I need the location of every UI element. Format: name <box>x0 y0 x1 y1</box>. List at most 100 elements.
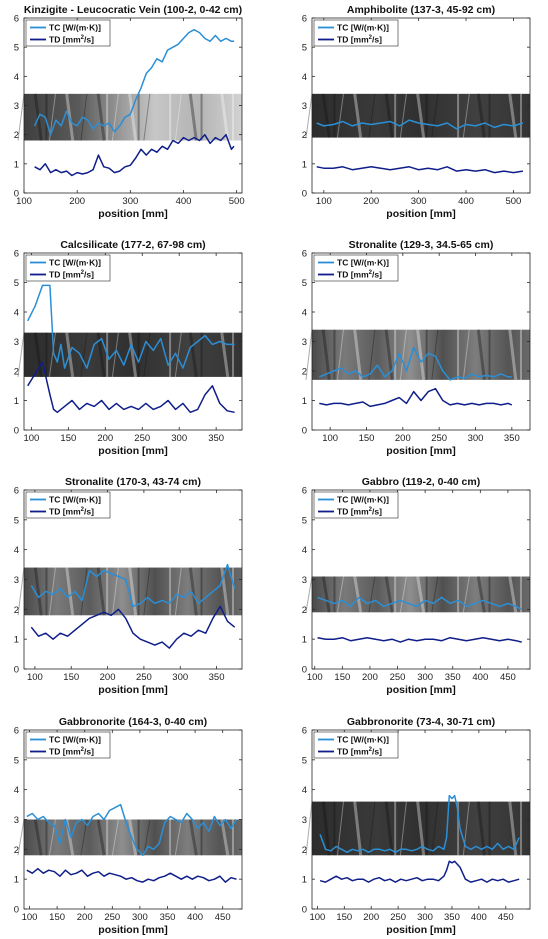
x-axis-label: position [mm] <box>98 208 167 220</box>
core-texture-streak <box>476 93 486 138</box>
tc-series-line <box>319 794 520 854</box>
x-tick-label: 250 <box>104 912 120 923</box>
core-texture-streak <box>128 332 138 378</box>
y-tick-label: 1 <box>302 875 307 886</box>
legend-td-text-end: /s] <box>372 35 382 45</box>
core-texture-streak <box>368 93 376 138</box>
legend-box <box>25 254 111 282</box>
x-tick-label: 400 <box>187 912 203 923</box>
y-tick-label: 4 <box>14 545 19 556</box>
td-series-line <box>34 133 235 177</box>
core-image-band <box>24 332 242 377</box>
y-tick-label: 5 <box>302 755 307 766</box>
core-texture-streak <box>174 819 182 856</box>
core-texture-streak <box>111 819 119 856</box>
y-tick-label: 1 <box>14 159 19 170</box>
x-tick-label: 350 <box>444 912 460 923</box>
core-texture-streak <box>321 93 331 138</box>
core-texture-streak <box>336 576 344 613</box>
core-texture-streak <box>48 567 56 616</box>
core-texture-streak <box>17 332 25 377</box>
legend: TC [W/(m·K)] TD [mm2/s] <box>313 731 399 759</box>
core-texture-streak <box>416 576 426 613</box>
y-tick-label: 0 <box>14 426 19 437</box>
legend: TC [W/(m·K)] TD [mm2/s] <box>313 254 399 282</box>
core-texture-streak <box>384 801 394 856</box>
y-tick-label: 4 <box>14 308 19 319</box>
x-axis-label: position [mm] <box>386 445 455 457</box>
td-series-line <box>27 361 235 414</box>
legend-box <box>25 19 111 47</box>
tc-series-line <box>30 563 236 608</box>
x-tick-label: 200 <box>69 196 85 207</box>
legend-tc-label: TC [W/(m·K)] <box>49 495 101 505</box>
x-tick-label: 450 <box>215 912 231 923</box>
legend-td-superscript: 2 <box>81 35 85 41</box>
core-texture-streak <box>399 801 407 856</box>
x-tick-label: 450 <box>500 672 516 683</box>
legend-td-text: TD [mm <box>49 35 81 45</box>
core-texture-streak <box>220 567 230 616</box>
legend-tc-label: TC [W/(m·K)] <box>49 23 101 33</box>
legend-td-superscript: 2 <box>369 747 373 753</box>
core-texture-streak <box>96 819 106 856</box>
legend-td-text: TD [mm <box>49 270 81 280</box>
td-series-line <box>30 605 236 649</box>
x-tick-label: 400 <box>472 672 488 683</box>
core-texture-streak <box>96 93 106 141</box>
td-series-line <box>26 867 237 883</box>
x-tick-label: 300 <box>417 912 433 923</box>
x-tick-label: 100 <box>309 912 325 923</box>
legend-td-text-end: /s] <box>372 270 382 280</box>
x-tick-label: 350 <box>445 672 461 683</box>
x-tick-label: 200 <box>100 672 116 683</box>
x-tick-label: 300 <box>171 433 187 444</box>
y-tick-label: 5 <box>302 278 307 289</box>
y-tick-label: 2 <box>14 605 19 616</box>
legend-td-text: TD [mm <box>337 270 369 280</box>
legend-td-label: TD [mm2/s] <box>337 35 382 45</box>
core-image-texture <box>305 801 523 856</box>
chart-panel-4: Stronalite (129-3, 34.5-65 cm)100 150 200 2… <box>302 239 531 457</box>
x-tick-label: 200 <box>77 912 93 923</box>
legend: TC [W/(m·K)] TD [mm2/s] <box>313 19 399 47</box>
y-tick-label: 4 <box>302 785 307 796</box>
core-texture-streak <box>128 819 138 856</box>
legend-td-superscript: 2 <box>81 270 85 276</box>
chart-title: Amphibolite (137-3, 45-92 cm) <box>347 4 495 16</box>
core-texture-streak <box>128 93 138 141</box>
core-texture-streak <box>188 819 198 856</box>
x-tick-label: 400 <box>176 196 192 207</box>
y-tick-label: 2 <box>14 367 19 378</box>
y-tick-label: 2 <box>302 130 307 141</box>
x-axis-label: position [mm] <box>98 924 167 936</box>
core-texture-streak <box>368 576 376 613</box>
x-tick-label: 350 <box>160 912 176 923</box>
core-texture-streak <box>17 567 25 616</box>
core-texture-streak <box>48 332 56 377</box>
x-tick-label: 200 <box>97 433 113 444</box>
x-axis-label: position [mm] <box>386 208 455 220</box>
legend-tc-label: TC [W/(m·K)] <box>337 495 389 505</box>
y-tick-label: 6 <box>302 726 307 737</box>
legend: TC [W/(m·K)] TD [mm2/s] <box>313 491 399 519</box>
legend-td-label: TD [mm2/s] <box>49 35 94 45</box>
x-axis-label: position [mm] <box>98 445 167 457</box>
core-texture-streak <box>336 801 344 856</box>
chart-panel-6: Gabbro (119-2, 0-40 cm)100 150 200 250 300 35… <box>302 476 531 696</box>
x-tick-label: 100 <box>22 912 38 923</box>
x-tick-label: 300 <box>411 196 427 207</box>
y-tick-label: 2 <box>302 367 307 378</box>
y-tick-label: 1 <box>302 159 307 170</box>
td-series-line <box>319 387 513 408</box>
core-texture-streak <box>305 329 313 380</box>
x-tick-label: 300 <box>417 672 433 683</box>
chart-title: Kinzigite - Leucocratic Vein (100-2, 0-4… <box>24 4 242 16</box>
chart-panel-3: Calcsilicate (177-2, 67-98 cm)100 150 200 2… <box>14 239 243 457</box>
y-tick-label: 1 <box>14 396 19 407</box>
core-texture-streak <box>508 93 518 138</box>
legend-td-text-end: /s] <box>372 507 382 517</box>
y-tick-label: 3 <box>14 337 19 348</box>
core-texture-streak <box>399 93 407 138</box>
core-texture-streak <box>384 93 394 138</box>
